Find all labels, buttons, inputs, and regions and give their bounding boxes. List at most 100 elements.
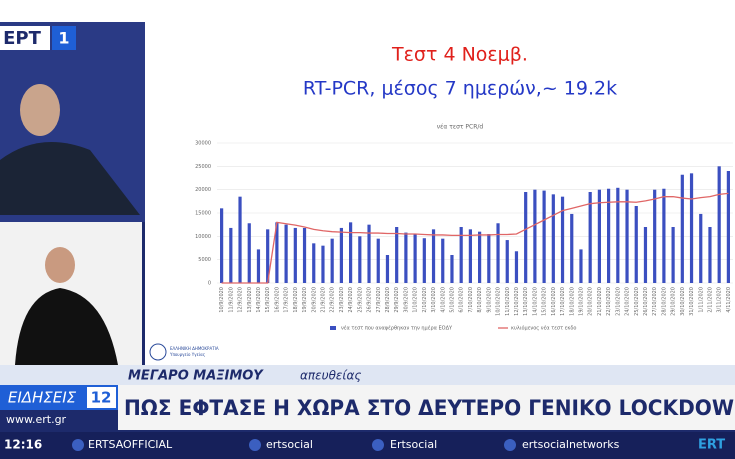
x-tick-label: 14/9/2020 bbox=[256, 287, 262, 313]
y-tick-label: 5000 bbox=[198, 257, 211, 263]
bar bbox=[487, 234, 491, 283]
bar bbox=[597, 189, 601, 283]
x-tick-label: 5/10/2020 bbox=[449, 287, 455, 313]
bar bbox=[220, 208, 224, 283]
x-tick-label: 26/9/2020 bbox=[367, 287, 373, 313]
x-tick-label: 20/10/2020 bbox=[588, 287, 594, 316]
bar bbox=[367, 224, 371, 283]
bar bbox=[229, 227, 233, 283]
bar bbox=[450, 255, 454, 283]
x-tick-label: 23/10/2020 bbox=[615, 287, 621, 316]
bar bbox=[616, 187, 620, 283]
x-tick-label: 12/9/2020 bbox=[238, 287, 244, 313]
bar bbox=[339, 227, 343, 283]
time: 12:16 bbox=[4, 438, 42, 452]
bar bbox=[570, 213, 574, 283]
bar bbox=[284, 224, 288, 283]
show-number-box bbox=[87, 387, 116, 408]
bar bbox=[376, 238, 380, 283]
icon bbox=[504, 439, 516, 451]
bar bbox=[680, 174, 684, 283]
top-strip bbox=[0, 0, 735, 22]
x-tick-label: 24/10/2020 bbox=[625, 287, 631, 316]
x-tick-label: 7/10/2020 bbox=[468, 287, 474, 313]
x-tick-label: 1/10/2020 bbox=[413, 287, 419, 313]
x-tick-label: 21/9/2020 bbox=[320, 287, 326, 313]
y-tick-label: 15000 bbox=[195, 211, 211, 217]
handle: ERTSAOFFICIAL bbox=[88, 438, 173, 451]
logo-line: ΕΛΛΗΝΙΚΗ ΔΗΜΟΚΡΑΤΙΑ bbox=[170, 346, 219, 351]
icon bbox=[372, 439, 384, 451]
bar bbox=[431, 229, 436, 283]
x-tick-label: 27/10/2020 bbox=[652, 287, 658, 316]
bar bbox=[266, 229, 270, 283]
bar bbox=[643, 227, 648, 283]
bar bbox=[275, 222, 279, 283]
x-tick-label: 1/11/2020 bbox=[698, 287, 704, 313]
x-tick-label: 10/10/2020 bbox=[496, 287, 502, 316]
channel-number-box bbox=[52, 26, 76, 50]
bar bbox=[404, 232, 408, 283]
x-tick-label: 18/10/2020 bbox=[569, 287, 575, 316]
channel-name: ΕΡΤ bbox=[3, 28, 41, 49]
x-tick-label: 13/9/2020 bbox=[247, 287, 253, 313]
x-tick-label: 2/10/2020 bbox=[422, 287, 428, 313]
legend-label: νέα τεστ που αναφέρθηκαν την ημέρα ΕΟΔΥ bbox=[341, 325, 453, 332]
chart-title: νέα τεστ PCR/d bbox=[437, 124, 484, 131]
bar bbox=[551, 194, 555, 283]
x-tick-label: 23/9/2020 bbox=[339, 287, 345, 313]
bar bbox=[468, 229, 472, 283]
x-tick-label: 21/10/2020 bbox=[597, 287, 603, 316]
bar bbox=[247, 223, 251, 283]
bar bbox=[717, 166, 721, 283]
bar bbox=[542, 190, 546, 283]
bar bbox=[312, 243, 316, 283]
speaker-head bbox=[20, 84, 60, 136]
interpreter-head bbox=[45, 247, 75, 283]
x-tick-label: 13/10/2020 bbox=[523, 287, 529, 316]
speaker-body bbox=[0, 142, 140, 215]
show: ΕΙΔΗΣΕΙΣ bbox=[8, 389, 77, 407]
legend-swatch bbox=[330, 326, 336, 330]
x-tick-label: 19/9/2020 bbox=[302, 287, 308, 313]
handle: ertsocial bbox=[266, 438, 313, 451]
bar bbox=[422, 238, 426, 283]
bar bbox=[607, 188, 611, 283]
x-tick-label: 12/10/2020 bbox=[514, 287, 520, 316]
slide bbox=[145, 22, 735, 365]
bar bbox=[478, 231, 482, 283]
x-tick-label: 27/9/2020 bbox=[376, 287, 382, 313]
logo-line: Υπουργείο Υγείας bbox=[169, 352, 205, 357]
y-tick-label: 30000 bbox=[195, 141, 211, 147]
x-tick-label: 29/10/2020 bbox=[671, 287, 677, 316]
website-box bbox=[0, 410, 118, 430]
x-tick-label: 6/10/2020 bbox=[459, 287, 465, 313]
x-tick-label: 28/9/2020 bbox=[385, 287, 391, 313]
bar bbox=[560, 196, 565, 283]
x-tick-label: 2/11/2020 bbox=[707, 287, 713, 313]
x-tick-label: 4/11/2020 bbox=[726, 287, 732, 313]
bar bbox=[330, 238, 334, 283]
x-tick-label: 14/10/2020 bbox=[532, 287, 538, 316]
x-tick-label: 11/10/2020 bbox=[505, 287, 511, 316]
slide-subtitle: RT-PCR, μέσος 7 ημερών,~ 19.2k bbox=[303, 78, 617, 100]
ticker-logo: ERT bbox=[698, 438, 725, 453]
status: απευθείας bbox=[300, 369, 361, 383]
x-tick-label: 15/10/2020 bbox=[542, 287, 548, 316]
bar bbox=[395, 227, 399, 283]
x-tick-label: 11/9/2020 bbox=[228, 287, 234, 313]
bar bbox=[671, 227, 675, 283]
bar bbox=[441, 238, 445, 283]
x-tick-label: 28/10/2020 bbox=[661, 287, 667, 316]
x-tick-label: 22/9/2020 bbox=[330, 287, 336, 313]
bar bbox=[524, 192, 528, 283]
line bbox=[221, 192, 729, 284]
x-tick-label: 4/10/2020 bbox=[440, 287, 446, 313]
x-tick-label: 30/9/2020 bbox=[403, 287, 409, 313]
x-tick-label: 25/9/2020 bbox=[357, 287, 363, 313]
bar bbox=[653, 189, 657, 283]
headline-strip bbox=[0, 385, 735, 430]
bar bbox=[689, 173, 694, 283]
x-tick-label: 30/10/2020 bbox=[680, 287, 686, 316]
bar bbox=[588, 192, 592, 283]
